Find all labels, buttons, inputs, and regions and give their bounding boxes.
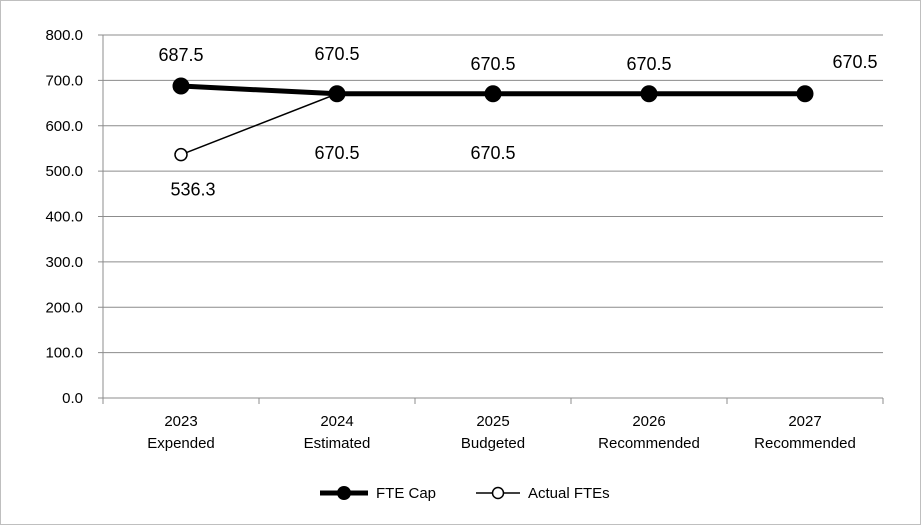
y-tick-label-2: 200.0 <box>45 299 83 316</box>
marker-fte-cap-3 <box>640 85 658 103</box>
data-label-fte-cap-3: 670.5 <box>626 54 671 74</box>
legend-label-fte-cap: FTE Cap <box>376 485 436 502</box>
x-tick-label-4-0: 2027 <box>788 413 821 430</box>
y-tick-label-1: 100.0 <box>45 345 83 362</box>
data-label-fte-cap-0: 687.5 <box>158 45 203 65</box>
gridlines <box>103 34 883 354</box>
legend-label-actual-ftes: Actual FTEs <box>528 485 610 502</box>
data-label-fte-cap-4: 670.5 <box>832 52 877 72</box>
data-label-actual-ftes-2: 670.5 <box>470 143 515 163</box>
marker-fte-cap-2 <box>484 85 502 103</box>
y-tick-label-5: 500.0 <box>45 163 83 180</box>
x-tick-label-0-0: 2023 <box>164 413 197 430</box>
legend-swatch-marker-fte-cap <box>337 486 351 500</box>
data-label-actual-ftes-1: 670.5 <box>314 143 359 163</box>
y-tick-label-3: 300.0 <box>45 254 83 271</box>
x-tick-label-4-1: Recommended <box>754 435 856 452</box>
y-tick-label-7: 700.0 <box>45 72 83 89</box>
y-tick-label-0: 0.0 <box>62 390 83 407</box>
x-tick-label-2-1: Budgeted <box>461 435 525 452</box>
y-tick-label-6: 600.0 <box>45 118 83 135</box>
marker-fte-cap-0 <box>172 77 190 95</box>
x-tick-label-1-0: 2024 <box>320 413 353 430</box>
y-tick-label-8: 800.0 <box>45 27 83 44</box>
legend-swatch-marker-actual-ftes <box>491 486 505 500</box>
data-label-fte-cap-2: 670.5 <box>470 54 515 74</box>
legend: FTE Cap Actual FTEs <box>320 485 610 502</box>
series-layer <box>172 77 814 162</box>
x-tick-label-2-0: 2025 <box>476 413 509 430</box>
data-label-actual-ftes-0: 536.3 <box>170 180 215 200</box>
marker-fte-cap-1 <box>328 85 346 103</box>
marker-fte-cap-4 <box>796 85 814 103</box>
data-label-fte-cap-1: 670.5 <box>314 44 359 64</box>
marker-actual-ftes-0 <box>174 147 188 162</box>
axes: 0.0 100.0 200.0 300.0 400.0 500.0 600.0 700.0 80… <box>45 27 884 452</box>
x-tick-label-0-1: Expended <box>147 435 215 452</box>
y-tick-label-4: 400.0 <box>45 209 83 226</box>
x-tick-label-1-1: Estimated <box>304 435 371 452</box>
x-tick-label-3-1: Recommended <box>598 435 700 452</box>
data-labels: 687.5 670.5 670.5 670.5 670.5 536.3 670.5 670.5 <box>158 44 877 200</box>
x-tick-label-3-0: 2026 <box>632 413 665 430</box>
